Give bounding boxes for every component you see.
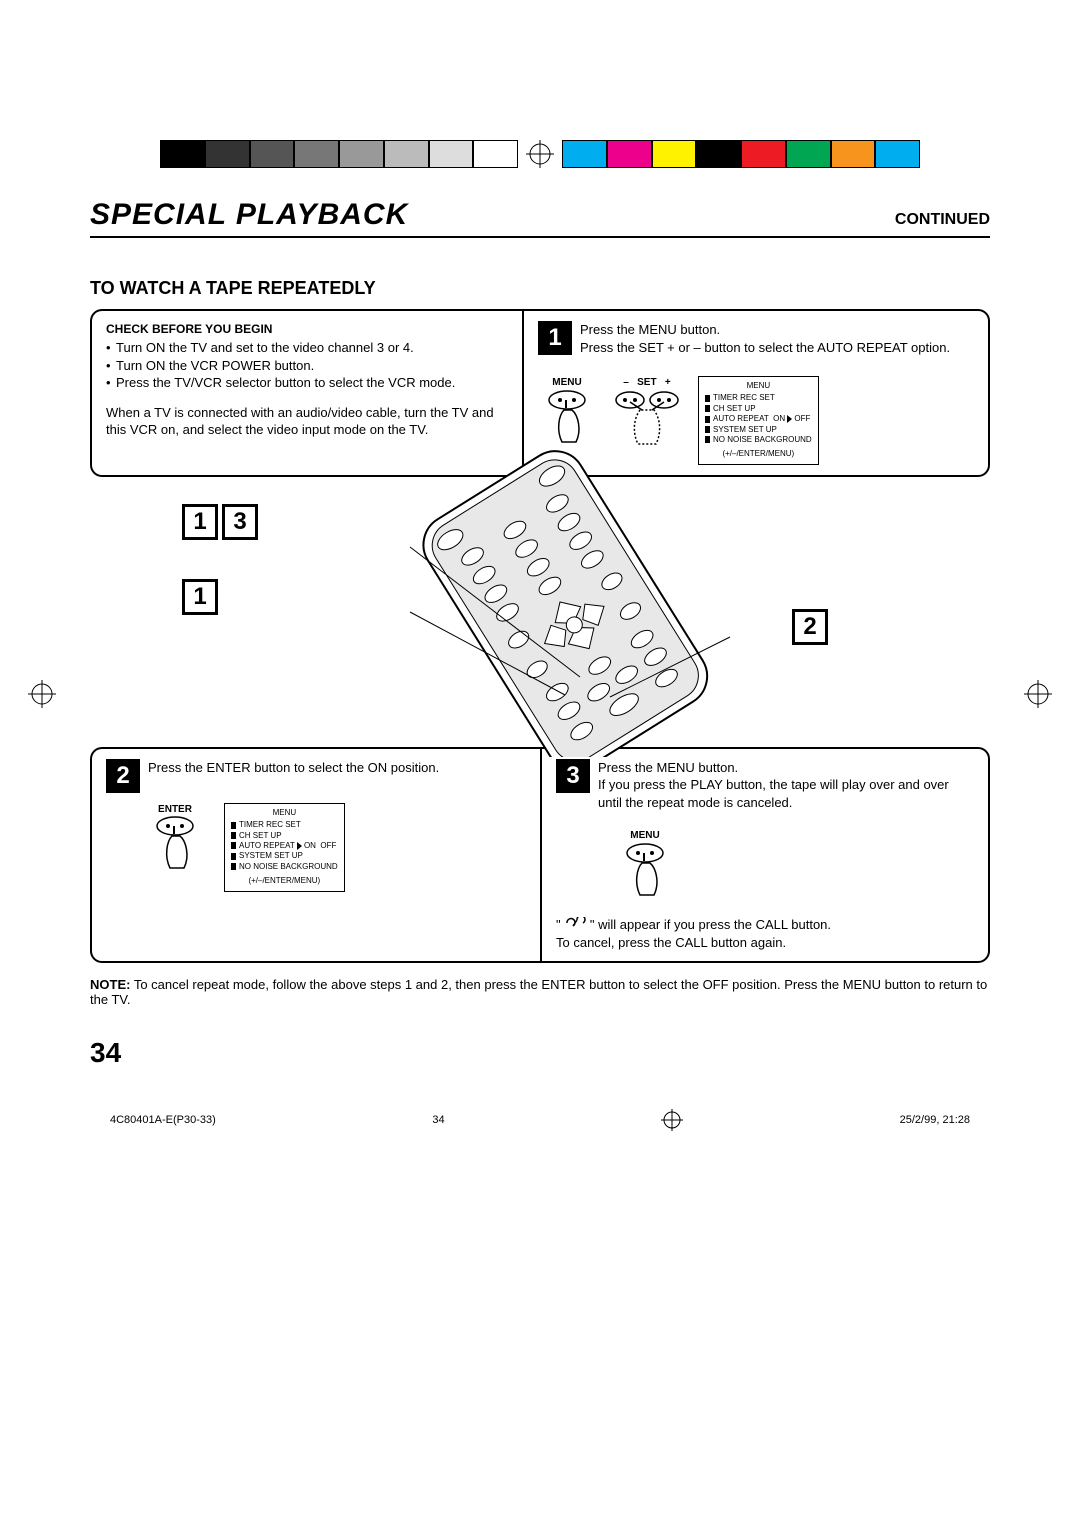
printer-color-bar: [160, 140, 920, 168]
hand-press-icon: [622, 843, 668, 901]
hand-press-icon: [152, 816, 198, 874]
page-title: SPECIAL PLAYBACK: [90, 198, 408, 232]
registration-mark-bottom: [661, 1109, 683, 1131]
check-para: When a TV is connected with an audio/vid…: [106, 404, 508, 439]
step2-number: 2: [106, 759, 140, 793]
menu-button-diagram-2: MENU: [622, 829, 668, 905]
callout-2: 2: [790, 607, 830, 647]
callout-1: 1: [180, 577, 220, 617]
footer-date: 25/2/99, 21:28: [900, 1114, 970, 1126]
note-text: NOTE: To cancel repeat mode, follow the …: [90, 977, 990, 1007]
step2-panel: 2 Press the ENTER button to select the O…: [90, 747, 540, 964]
enter-button-diagram: ENTER: [152, 803, 198, 879]
callout-1-3: 1 3: [180, 502, 260, 542]
hand-press-set-icon: [612, 390, 682, 448]
step1-text: Press the MENU button. Press the SET + o…: [580, 321, 974, 356]
check-b3: Press the TV/VCR selector button to sele…: [106, 374, 508, 392]
registration-mark-right: [1024, 680, 1052, 713]
check-bullets: Turn ON the TV and set to the video chan…: [106, 339, 508, 392]
footer-doc: 4C80401A-E(P30-33): [110, 1114, 216, 1126]
page-number: 34: [90, 1037, 990, 1069]
repeat-loop-icon: [564, 916, 586, 934]
bottom-panels: 2 Press the ENTER button to select the O…: [90, 747, 990, 964]
section-title: TO WATCH A TAPE REPEATEDLY: [90, 278, 990, 299]
step3-call-note: " " will appear if you press the CALL bu…: [556, 916, 974, 952]
footer-page: 34: [432, 1114, 444, 1126]
step3-panel: 3 Press the MENU button. If you press th…: [540, 747, 990, 964]
check-heading: CHECK BEFORE YOU BEGIN: [106, 321, 508, 337]
registration-mark-left: [28, 680, 56, 713]
registration-mark-top: [526, 140, 554, 168]
continued-label: CONTINUED: [895, 211, 990, 229]
hand-press-icon: [544, 390, 590, 448]
remote-diagram: 1 3 1 2: [90, 467, 990, 747]
menu-button-diagram: MENU: [544, 376, 590, 452]
osd-menu-2: MENU TIMER REC SET CH SET UP AUTO REPEAT…: [224, 803, 345, 892]
check-b1: Turn ON the TV and set to the video chan…: [106, 339, 508, 357]
manual-page: SPECIAL PLAYBACK CONTINUED TO WATCH A TA…: [0, 0, 1080, 1171]
step3-text: Press the MENU button. If you press the …: [598, 759, 974, 812]
step1-number: 1: [538, 321, 572, 355]
step2-text: Press the ENTER button to select the ON …: [148, 759, 526, 777]
print-footer: 4C80401A-E(P30-33) 34 25/2/99, 21:28: [90, 1109, 990, 1131]
page-header: SPECIAL PLAYBACK CONTINUED: [90, 198, 990, 238]
set-button-diagram: – SET +: [612, 376, 682, 452]
step3-number: 3: [556, 759, 590, 793]
remote-control-icon: [350, 447, 770, 757]
check-b2: Turn ON the VCR POWER button.: [106, 357, 508, 375]
